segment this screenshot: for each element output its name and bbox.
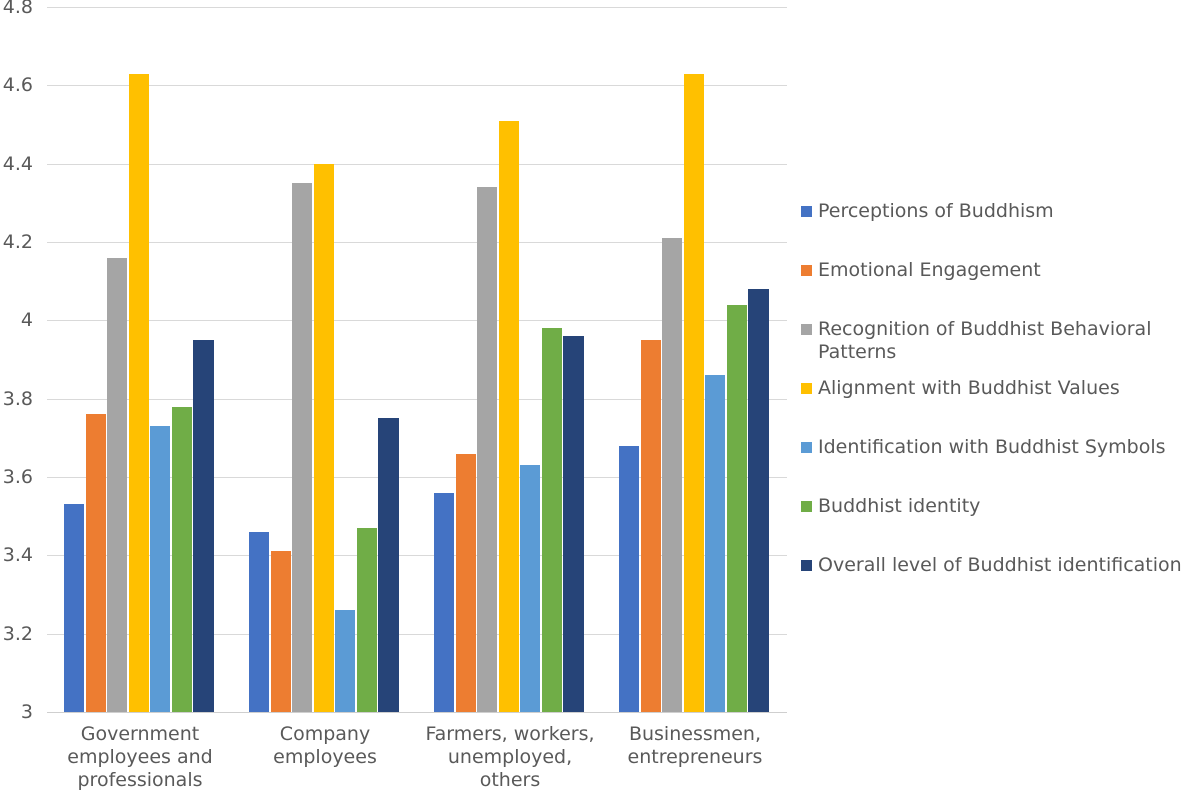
- y-tick-label: 3.2: [2, 623, 33, 645]
- legend-item-series4: Identification with Buddhist Symbols: [801, 436, 1166, 459]
- legend-label: Buddhist identity: [818, 495, 981, 517]
- y-tick-label: 3.8: [2, 388, 33, 410]
- gridline: [47, 477, 787, 478]
- legend-label: Recognition of Buddhist Behavioral Patte…: [818, 318, 1152, 363]
- legend-marker-icon: [801, 442, 812, 453]
- bar-series3-cat2: [498, 120, 519, 712]
- gridline: [47, 634, 787, 635]
- legend-marker-icon: [801, 501, 812, 512]
- bar-series6-cat0: [193, 339, 214, 712]
- bar-series2-cat0: [107, 257, 128, 712]
- legend-label: Overall level of Buddhist identification: [818, 554, 1182, 576]
- bar-series5-cat0: [171, 406, 193, 712]
- bar-series1-cat0: [85, 414, 106, 712]
- bar-series2-cat1: [292, 183, 313, 712]
- gridline: [47, 242, 787, 243]
- bar-series3-cat3: [683, 73, 704, 712]
- bar-series0-cat2: [434, 492, 455, 712]
- bar-series6-cat3: [748, 289, 769, 712]
- bar-series5-cat2: [541, 328, 563, 712]
- legend-label: Identification with Buddhist Symbols: [818, 436, 1166, 458]
- bar-series5-cat1: [356, 527, 378, 712]
- bar-series1-cat3: [640, 339, 661, 712]
- gridline: [47, 320, 787, 321]
- bar-series4-cat2: [520, 465, 541, 713]
- bar-series3-cat0: [128, 73, 149, 712]
- legend-item-series3: Alignment with Buddhist Values: [801, 377, 1120, 400]
- legend-label: Emotional Engagement: [818, 259, 1041, 281]
- legend-marker-icon: [801, 560, 812, 571]
- bar-series0-cat0: [64, 504, 85, 712]
- gridline: [47, 7, 787, 8]
- gridline: [47, 85, 787, 86]
- bar-series2-cat2: [477, 187, 498, 712]
- bar-series0-cat1: [249, 531, 270, 712]
- legend-label: Perceptions of Buddhism: [818, 200, 1054, 222]
- bar-series1-cat2: [455, 453, 476, 712]
- bar-series5-cat3: [726, 304, 748, 712]
- bar-series3-cat1: [313, 163, 334, 712]
- y-tick-label: 3.6: [2, 466, 33, 488]
- bar-series6-cat2: [563, 336, 584, 712]
- bar-series1-cat1: [270, 551, 291, 712]
- y-tick-label: 3: [20, 701, 33, 723]
- legend-item-series6: Overall level of Buddhist identification: [801, 554, 1182, 577]
- legend-item-series0: Perceptions of Buddhism: [801, 200, 1054, 223]
- gridline: [47, 399, 787, 400]
- bar-series6-cat1: [378, 418, 399, 712]
- x-category-label: Government employees and professionals: [67, 723, 213, 791]
- legend-marker-icon: [801, 324, 812, 335]
- legend-marker-icon: [801, 383, 812, 394]
- y-tick-label: 4.2: [2, 231, 33, 253]
- x-category-label: Farmers, workers, unemployed, others: [425, 723, 595, 791]
- legend-marker-icon: [801, 265, 812, 276]
- x-axis-line: [47, 712, 787, 713]
- legend-item-series5: Buddhist identity: [801, 495, 980, 518]
- x-category-label: Company employees: [273, 723, 377, 768]
- legend-label: Alignment with Buddhist Values: [818, 377, 1120, 399]
- bar-series4-cat0: [150, 426, 171, 712]
- legend-item-series2: Recognition of Buddhist Behavioral Patte…: [801, 318, 1200, 364]
- y-tick-label: 4.4: [2, 153, 33, 175]
- legend-marker-icon: [801, 206, 812, 217]
- y-tick-label: 4.6: [2, 74, 33, 96]
- bar-series2-cat3: [662, 238, 683, 712]
- y-tick-label: 3.4: [2, 544, 33, 566]
- bar-series4-cat3: [705, 375, 726, 712]
- bar-series0-cat3: [619, 445, 640, 712]
- bar-series4-cat1: [335, 610, 356, 712]
- gridline: [47, 555, 787, 556]
- gridline: [47, 164, 787, 165]
- y-tick-label: 4: [20, 309, 33, 331]
- legend-item-series1: Emotional Engagement: [801, 259, 1041, 282]
- y-tick-label: 4.8: [2, 0, 33, 18]
- x-category-label: Businessmen, entrepreneurs: [627, 723, 763, 768]
